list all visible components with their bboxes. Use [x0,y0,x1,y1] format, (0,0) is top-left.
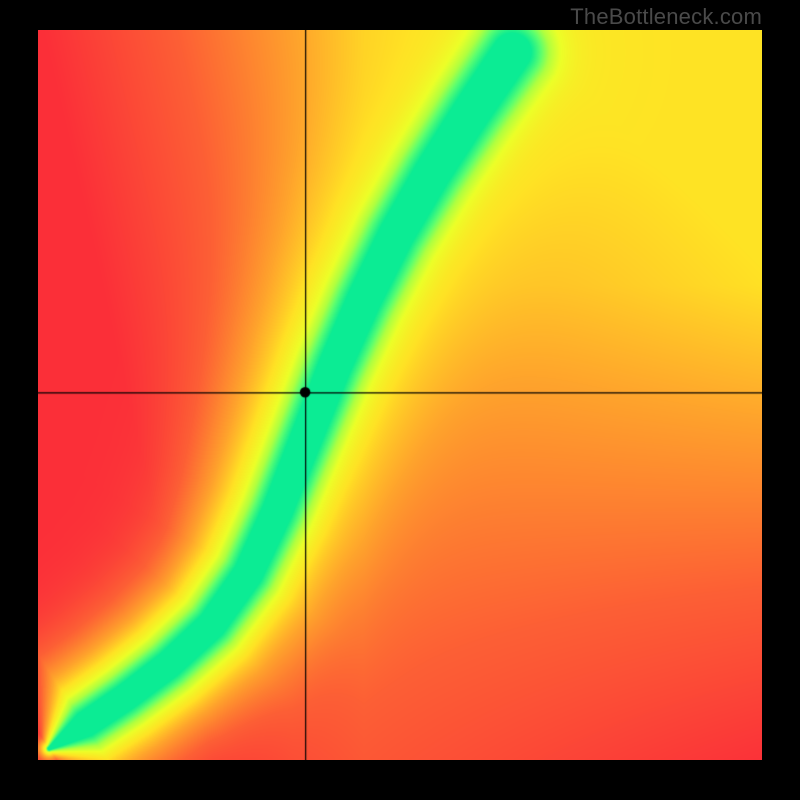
bottleneck-heatmap [38,30,762,760]
crosshair-overlay [38,30,762,760]
watermark-text: TheBottleneck.com [570,4,762,30]
